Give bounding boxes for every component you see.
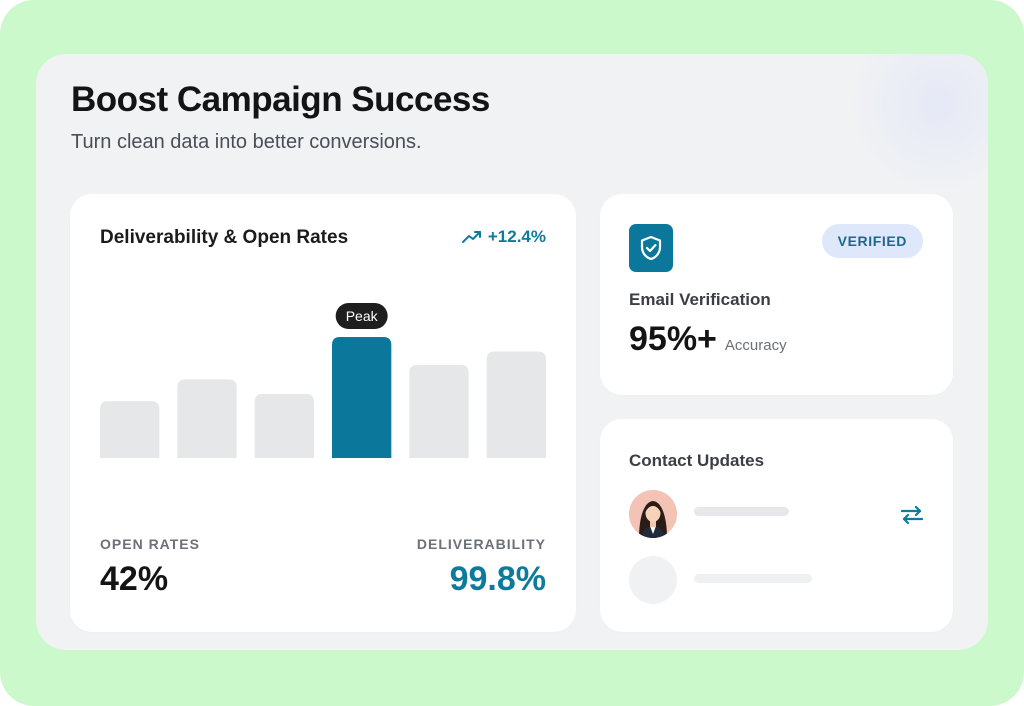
verification-value: 95%+ (629, 320, 717, 358)
deliverability-value: 99.8% (449, 560, 546, 598)
contact-placeholder-line (694, 574, 812, 583)
contacts-card: Contact Updates (600, 419, 953, 632)
verification-stat: 95%+ Accuracy (629, 320, 787, 359)
contacts-title: Contact Updates (629, 451, 765, 470)
trend-indicator: +12.4% (461, 227, 546, 247)
deliverability-label: DELIVERABILITY (416, 536, 546, 552)
chart-bar (486, 351, 546, 458)
page-subtitle: Turn clean data into better conversions. (71, 131, 422, 153)
trend-value: +12.4% (487, 227, 546, 246)
avatar-placeholder (629, 556, 677, 604)
bar-chart: Peak (100, 303, 546, 458)
verification-title: Email Verification (629, 290, 771, 309)
shield-check-icon (629, 224, 673, 272)
chart-title: Deliverability & Open Rates (100, 227, 349, 248)
open-rates-label: OPEN RATES (100, 536, 200, 552)
panel-glow (848, 54, 988, 194)
chart-bar (177, 379, 237, 458)
contact-placeholder-line (694, 507, 789, 516)
peak-label: Peak (346, 308, 379, 324)
open-rates-value: 42% (100, 560, 169, 598)
chart-bar-peak (332, 337, 392, 458)
avatar (629, 490, 677, 538)
verified-badge: VERIFIED (821, 224, 923, 258)
chart-bar (100, 401, 160, 458)
peak-tooltip (335, 303, 388, 329)
sync-arrows-icon[interactable] (899, 502, 925, 528)
chart-card: Peak Deliverability & Open Rates +12.4% … (70, 194, 576, 632)
verification-subtext: Accuracy (724, 337, 787, 354)
chart-bar (254, 393, 314, 458)
main-panel: Boost Campaign Success Turn clean data i… (36, 54, 988, 650)
page-title: Boost Campaign Success (71, 80, 490, 119)
chart-bar (409, 364, 469, 458)
verification-card: VERIFIED Email Verification 95%+ Accurac… (600, 194, 953, 395)
trending-up-icon (461, 231, 481, 243)
